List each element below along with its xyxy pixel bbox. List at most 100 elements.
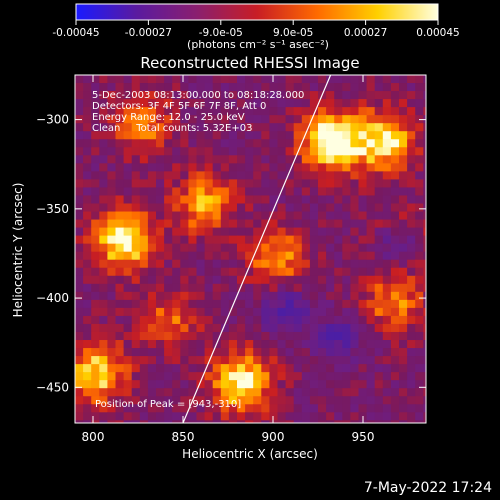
heatmap-cell bbox=[204, 331, 214, 341]
heatmap-cell bbox=[423, 155, 426, 164]
heatmap-cell bbox=[172, 123, 181, 132]
heatmap-cell bbox=[204, 179, 214, 189]
heatmap-cell bbox=[326, 404, 335, 413]
heatmap-cell bbox=[99, 307, 108, 317]
heatmap-cell bbox=[390, 107, 400, 116]
heatmap-cell bbox=[253, 75, 262, 84]
heatmap-cell bbox=[123, 243, 133, 253]
heatmap-cell bbox=[253, 380, 262, 389]
heatmap-cell bbox=[139, 187, 149, 197]
heatmap-cell bbox=[196, 107, 206, 116]
heatmap-cell bbox=[334, 75, 343, 84]
heatmap-cell bbox=[91, 420, 100, 423]
heatmap-cell bbox=[196, 91, 206, 100]
heatmap-cell bbox=[399, 388, 408, 397]
heatmap-cell bbox=[139, 307, 149, 317]
heatmap-cell bbox=[75, 283, 84, 293]
heatmap-cell bbox=[277, 356, 287, 365]
heatmap-cell bbox=[423, 147, 426, 156]
heatmap-cell bbox=[423, 299, 426, 309]
heatmap-cell bbox=[269, 187, 279, 197]
heatmap-cell bbox=[220, 75, 230, 84]
heatmap-cell bbox=[107, 259, 117, 269]
heatmap-cell bbox=[196, 211, 206, 221]
heatmap-cell bbox=[334, 123, 343, 132]
heatmap-cell bbox=[115, 211, 125, 221]
heatmap-cell bbox=[147, 243, 157, 253]
heatmap-cell bbox=[309, 307, 319, 317]
heatmap-cell bbox=[75, 356, 84, 365]
heatmap-cell bbox=[221, 428, 230, 437]
heatmap-cell bbox=[91, 211, 100, 221]
heatmap-cell bbox=[374, 115, 384, 124]
heatmap-cell bbox=[245, 251, 254, 261]
heatmap-cell bbox=[309, 315, 319, 325]
heatmap-cell bbox=[188, 155, 198, 164]
heatmap-cell bbox=[318, 259, 327, 269]
heatmap-cell bbox=[261, 227, 270, 237]
heatmap-cell bbox=[245, 340, 254, 349]
heatmap-cell bbox=[156, 251, 165, 261]
heatmap-cell bbox=[107, 211, 117, 221]
heatmap-cell bbox=[277, 299, 287, 309]
heatmap-cell bbox=[237, 315, 246, 325]
heatmap-cell bbox=[91, 251, 100, 261]
heatmap-cell bbox=[382, 131, 392, 140]
heatmap-cell bbox=[107, 99, 117, 108]
heatmap-cell bbox=[220, 131, 230, 140]
heatmap-cell bbox=[390, 147, 400, 156]
heatmap-cell bbox=[99, 75, 108, 84]
heatmap-cell bbox=[326, 388, 335, 397]
heatmap-cell bbox=[75, 291, 84, 301]
heatmap-cell bbox=[285, 131, 295, 140]
heatmap-cell bbox=[309, 163, 319, 172]
heatmap-cell bbox=[212, 155, 222, 164]
heatmap-cell bbox=[415, 404, 424, 413]
heatmap-cell bbox=[115, 99, 125, 108]
heatmap-cell bbox=[139, 91, 149, 100]
heatmap-cell bbox=[261, 259, 270, 269]
heatmap-cell bbox=[188, 211, 198, 221]
heatmap-cell bbox=[237, 75, 246, 84]
heatmap-cell bbox=[318, 203, 327, 213]
heatmap-cell bbox=[164, 291, 173, 301]
heatmap-cell bbox=[358, 331, 368, 341]
heatmap-cell bbox=[196, 348, 206, 357]
heatmap-cell bbox=[293, 372, 303, 381]
heatmap-cell bbox=[188, 219, 198, 229]
heatmap-cell bbox=[220, 227, 230, 237]
heatmap-cell bbox=[326, 203, 335, 213]
heatmap-cell bbox=[415, 340, 424, 349]
x-axis-label: Heliocentric X (arcsec) bbox=[182, 447, 318, 461]
heatmap-cell bbox=[75, 139, 84, 148]
heatmap-cell bbox=[147, 219, 157, 229]
heatmap-cell bbox=[261, 251, 270, 261]
heatmap-cell bbox=[382, 179, 392, 189]
heatmap-cell bbox=[415, 428, 424, 437]
heatmap-cell bbox=[147, 227, 157, 237]
heatmap-cell bbox=[204, 259, 214, 269]
heatmap-cell bbox=[269, 227, 279, 237]
heatmap-cell bbox=[261, 307, 270, 317]
heatmap-cell bbox=[245, 179, 254, 189]
heatmap-cell bbox=[180, 275, 189, 285]
heatmap-cell bbox=[293, 420, 303, 423]
heatmap-cell bbox=[197, 428, 206, 437]
heatmap-cell bbox=[342, 75, 351, 84]
heatmap-cell bbox=[91, 107, 100, 116]
heatmap-cell bbox=[99, 211, 108, 221]
heatmap-cell bbox=[253, 315, 262, 325]
heatmap-cell bbox=[131, 227, 141, 237]
heatmap-cell bbox=[156, 115, 165, 124]
heatmap-cell bbox=[156, 331, 165, 341]
heatmap-cell bbox=[75, 219, 84, 229]
heatmap-cell bbox=[366, 340, 376, 349]
heatmap-cell bbox=[293, 203, 303, 213]
heatmap-cell bbox=[423, 428, 432, 437]
heatmap-cell bbox=[399, 187, 408, 197]
heatmap-cell bbox=[423, 275, 426, 285]
colorbar-tick-label: 9.0e-05 bbox=[273, 27, 313, 39]
heatmap-cell bbox=[228, 235, 238, 245]
heatmap-cell bbox=[301, 243, 311, 253]
heatmap-cell bbox=[415, 315, 424, 325]
